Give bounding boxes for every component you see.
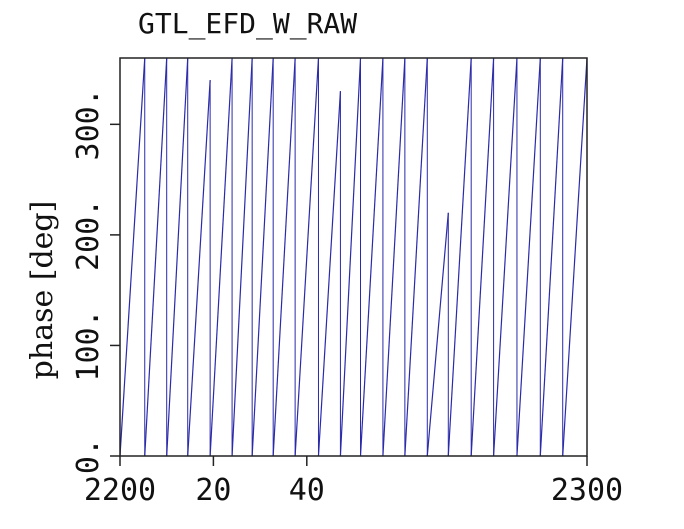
y-tick-label: 100.: [71, 309, 106, 381]
y-axis-label: phase [deg]: [25, 201, 60, 380]
series-ramp: [447, 57, 472, 457]
axes: 2200 20 40 2300 0. 100. 200. 300.: [71, 57, 623, 508]
series-ramp: [470, 57, 495, 457]
x-tick-label: 2200: [84, 473, 156, 508]
series-ramp: [404, 57, 428, 457]
series-ramp: [272, 57, 296, 457]
chart-title: GTL_EFD_W_RAW: [138, 7, 357, 41]
y-tick-label: 200.: [71, 199, 106, 271]
series-ramp: [426, 212, 449, 457]
series-ramp: [562, 57, 588, 457]
plot-frame: [119, 57, 588, 457]
series-ramp: [166, 57, 189, 457]
series-ramp: [493, 57, 518, 457]
series-ramp: [382, 57, 406, 457]
plot-area: [119, 57, 588, 457]
series-0: [119, 57, 588, 457]
series-ramp: [317, 91, 342, 457]
series-ramp: [339, 57, 362, 457]
y-tick-label: 300.: [71, 88, 106, 160]
series-ramp: [231, 57, 253, 457]
series-ramp: [359, 57, 384, 457]
series-ramp: [209, 57, 233, 457]
series-ramp: [187, 80, 211, 457]
x-tick-label: 20: [195, 473, 231, 508]
series-ramp: [516, 57, 541, 457]
series-ramp: [144, 57, 168, 457]
series-ramp: [294, 57, 320, 457]
series-ramp: [539, 57, 564, 457]
series-ramp: [251, 57, 274, 457]
x-tick-label: 2300: [551, 473, 623, 508]
series-ramp: [119, 57, 146, 457]
x-tick-label: 40: [289, 473, 325, 508]
y-tick-label: 0.: [71, 438, 106, 474]
